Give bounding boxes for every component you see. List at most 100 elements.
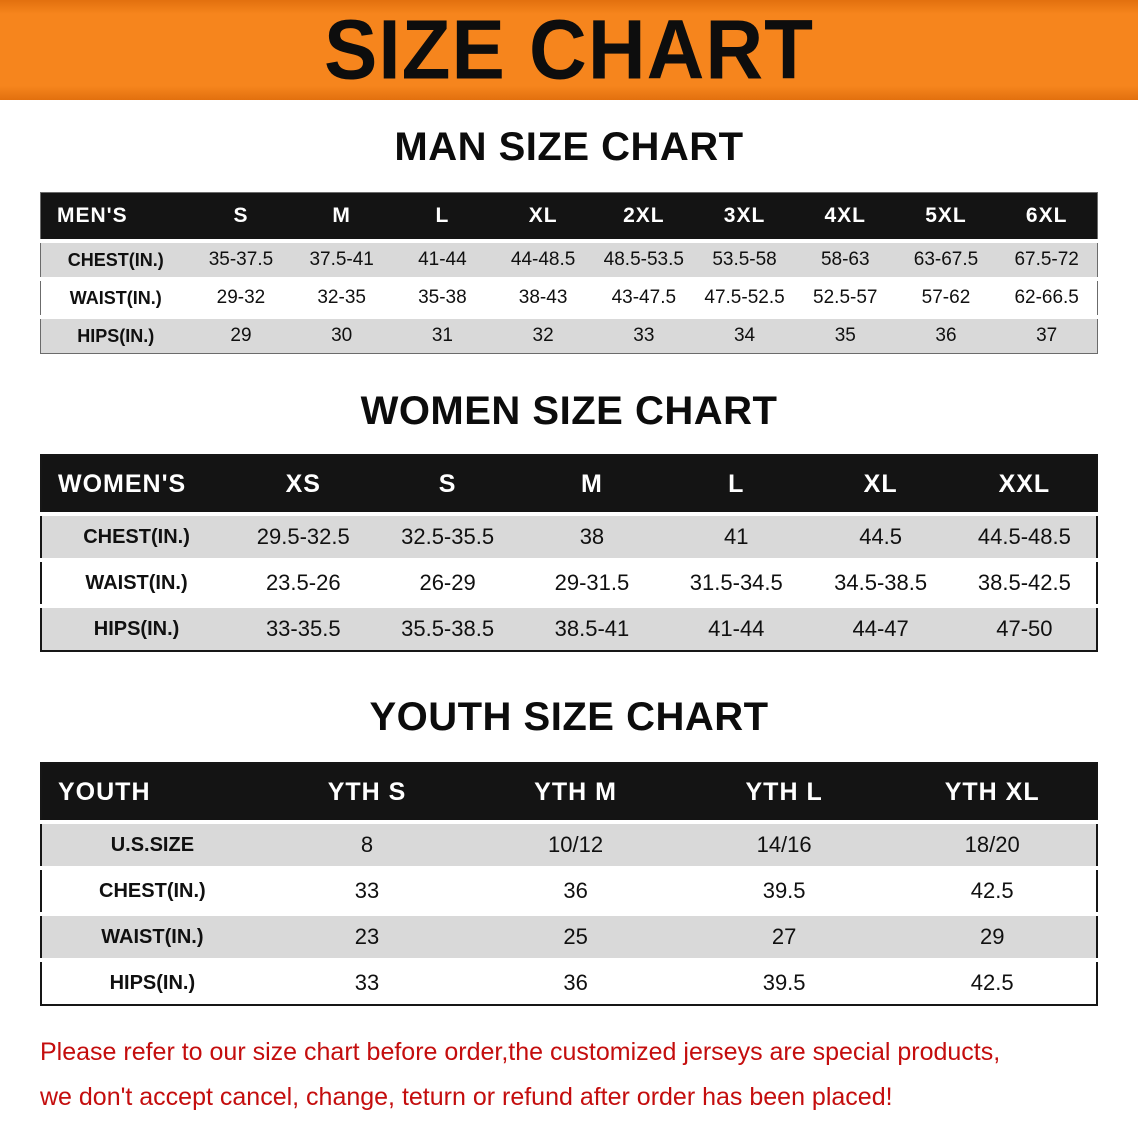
size-column-header: L xyxy=(728,469,745,498)
size-value-cell: 32.5-35.5 xyxy=(401,524,495,549)
row-label-cell: HIPS(IN.) xyxy=(77,325,155,346)
size-value-cell: 33 xyxy=(354,878,380,903)
size-value-cell: 37.5-41 xyxy=(309,249,374,270)
size-column-header: 2XL xyxy=(623,204,665,227)
size-column-header: L xyxy=(435,204,450,227)
footer-notice: Please refer to our size chart before or… xyxy=(40,1030,1138,1120)
size-value-cell: 31 xyxy=(431,325,453,346)
size-value-cell: 14/16 xyxy=(756,832,812,857)
size-value-cell: 26-29 xyxy=(419,570,476,595)
size-column-header: 4XL xyxy=(824,204,867,227)
size-column-header: YTH S xyxy=(327,777,407,806)
size-value-cell: 29 xyxy=(230,325,252,346)
size-value-cell: 31.5-34.5 xyxy=(689,570,783,595)
size-value-cell: 35-37.5 xyxy=(208,249,274,270)
youth-hips-row: HIPS(IN.) 33 36 39.5 42.5 xyxy=(41,960,1097,1005)
youth-section: YOUTH SIZE CHART YOUTH YTH S YTH M YTH L… xyxy=(0,694,1138,1006)
size-column-header: YTH XL xyxy=(944,777,1040,806)
size-value-cell: 34.5-38.5 xyxy=(834,570,928,595)
size-column-header: 6XL xyxy=(1025,204,1068,227)
youth-header-row: YOUTH YTH S YTH M YTH L YTH XL xyxy=(41,763,1097,822)
size-value-cell: 38 xyxy=(579,524,605,549)
size-column-header: XS xyxy=(285,469,321,498)
size-value-cell: 32-35 xyxy=(317,287,366,308)
notice-line-1: Please refer to our size chart before or… xyxy=(40,1038,1001,1066)
row-label-cell: WAIST(IN.) xyxy=(85,571,188,594)
youth-waist-row: WAIST(IN.) 23 25 27 29 xyxy=(41,914,1097,960)
women-header-row: WOMEN'S XS S M L XL XXL xyxy=(41,455,1097,514)
size-value-cell: 37 xyxy=(1036,325,1058,346)
size-value-cell: 38.5-42.5 xyxy=(977,570,1071,595)
size-value-cell: 33-35.5 xyxy=(265,616,341,641)
size-column-header: 5XL xyxy=(925,204,967,227)
size-value-cell: 58-63 xyxy=(820,249,870,270)
size-value-cell: 29 xyxy=(979,924,1005,949)
size-value-cell: 35.5-38.5 xyxy=(401,616,495,641)
size-column-header: M xyxy=(581,469,603,498)
size-value-cell: 32 xyxy=(532,325,554,346)
women-waist-row: WAIST(IN.) 23.5-26 26-29 29-31.5 31.5-34… xyxy=(41,560,1097,606)
page-title: SIZE CHART xyxy=(324,2,814,97)
row-label-cell: U.S.SIZE xyxy=(110,833,195,856)
size-column-header: 3XL xyxy=(723,204,766,227)
women-section-heading: WOMEN SIZE CHART xyxy=(360,389,778,433)
size-value-cell: 44.5-48.5 xyxy=(977,524,1071,549)
row-label-cell: CHEST(IN.) xyxy=(67,249,164,270)
women-table-title: WOMEN'S xyxy=(58,469,187,498)
size-column-header: YTH L xyxy=(745,777,823,806)
size-value-cell: 44.5 xyxy=(859,524,903,549)
size-value-cell: 67.5-72 xyxy=(1014,249,1079,270)
size-value-cell: 38-43 xyxy=(518,287,568,308)
men-header-row: MEN'S S M L XL 2XL 3XL 4XL 5XL 6XL xyxy=(40,192,1098,241)
row-label-cell: CHEST(IN.) xyxy=(83,525,190,548)
men-waist-row: WAIST(IN.) 29-32 32-35 35-38 38-43 43-47… xyxy=(40,279,1098,317)
size-value-cell: 35-38 xyxy=(418,287,467,308)
size-value-cell: 34 xyxy=(733,325,756,346)
size-value-cell: 18/20 xyxy=(964,832,1020,857)
size-value-cell: 35 xyxy=(834,325,856,346)
men-chest-row: CHEST(IN.) 35-37.5 37.5-41 41-44 44-48.5… xyxy=(40,241,1098,279)
size-value-cell: 36 xyxy=(563,970,588,995)
size-value-cell: 41-44 xyxy=(708,616,765,641)
size-value-cell: 47-50 xyxy=(996,616,1053,641)
size-value-cell: 10/12 xyxy=(548,832,604,857)
size-value-cell: 33 xyxy=(354,970,380,995)
size-value-cell: 44-47 xyxy=(852,616,909,641)
row-label-cell: WAIST(IN.) xyxy=(69,287,162,308)
size-value-cell: 29.5-32.5 xyxy=(256,524,350,549)
size-value-cell: 63-67.5 xyxy=(913,249,979,270)
size-value-cell: 47.5-52.5 xyxy=(704,287,785,308)
size-value-cell: 42.5 xyxy=(970,878,1014,903)
size-column-header: XXL xyxy=(998,469,1051,498)
size-value-cell: 44-48.5 xyxy=(510,249,576,270)
size-value-cell: 62-66.5 xyxy=(1014,287,1079,308)
youth-table-title: YOUTH xyxy=(58,777,151,806)
women-size-table: WOMEN'S XS S M L XL XXL CHEST(IN.) 29.5-… xyxy=(40,454,1098,652)
size-value-cell: 33 xyxy=(633,325,655,346)
size-value-cell: 39.5 xyxy=(762,970,806,995)
size-value-cell: 36 xyxy=(935,325,957,346)
youth-ussize-row: U.S.SIZE 8 10/12 14/16 18/20 xyxy=(41,822,1097,868)
size-column-header: YTH M xyxy=(534,777,617,806)
size-value-cell: 53.5-58 xyxy=(712,249,777,270)
size-column-header: XL xyxy=(863,469,898,498)
size-column-header: S xyxy=(233,204,249,227)
size-value-cell: 23.5-26 xyxy=(265,570,341,595)
size-column-header: S xyxy=(438,469,457,498)
size-value-cell: 25 xyxy=(563,924,588,949)
size-column-header: XL xyxy=(528,204,558,227)
size-value-cell: 29-31.5 xyxy=(554,570,630,595)
row-label-cell: CHEST(IN.) xyxy=(99,879,206,902)
men-table-title: MEN'S xyxy=(57,204,128,227)
size-value-cell: 23 xyxy=(354,924,380,949)
size-value-cell: 38.5-41 xyxy=(554,616,630,641)
size-value-cell: 41 xyxy=(724,524,749,549)
size-value-cell: 57-62 xyxy=(921,287,971,308)
row-label-cell: WAIST(IN.) xyxy=(101,925,204,948)
size-column-header: M xyxy=(332,204,351,227)
banner: SIZE CHART xyxy=(0,0,1138,100)
size-value-cell: 42.5 xyxy=(970,970,1014,995)
men-section-heading: MAN SIZE CHART xyxy=(394,125,744,169)
women-hips-row: HIPS(IN.) 33-35.5 35.5-38.5 38.5-41 41-4… xyxy=(41,606,1097,651)
size-value-cell: 52.5-57 xyxy=(813,287,878,308)
